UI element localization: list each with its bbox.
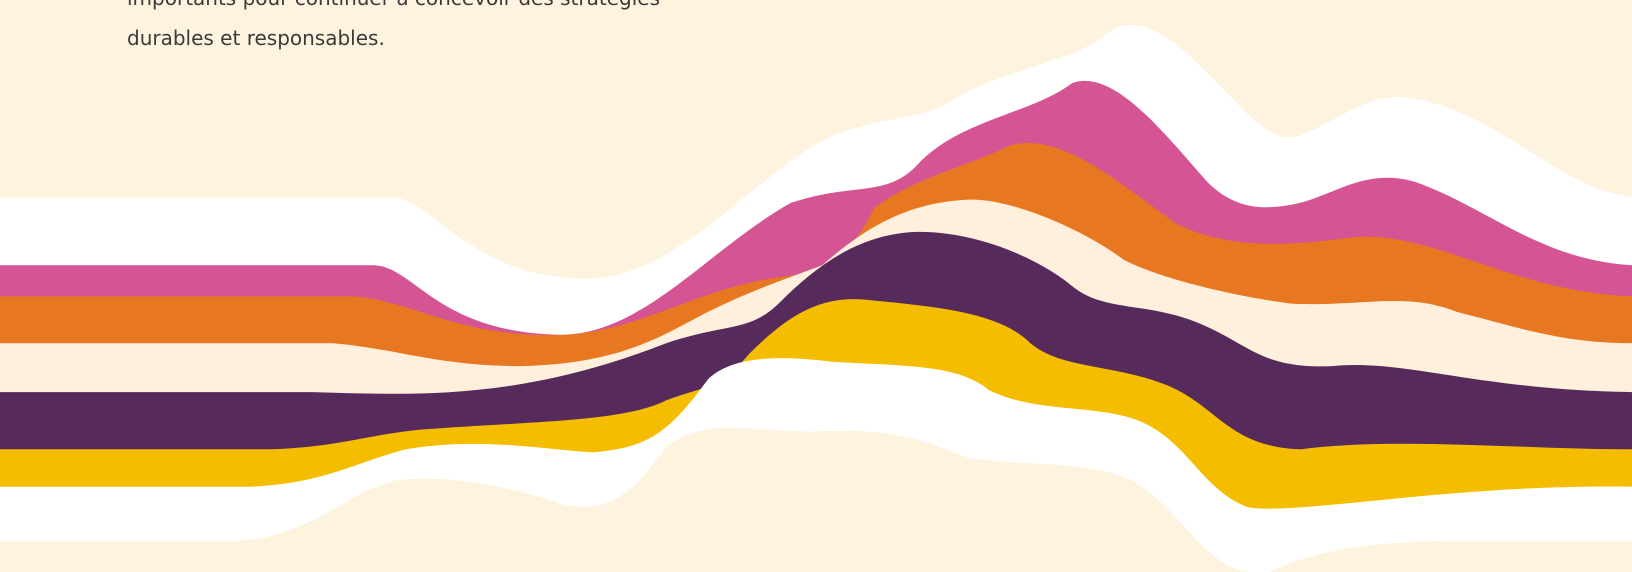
text-line: importants pour continuer à concevoir de…: [127, 0, 660, 18]
paragraph: importants pour continuer à concevoir de…: [127, 0, 660, 58]
background-bottom: [0, 427, 1632, 572]
text-line: durables et responsables.: [127, 26, 385, 50]
